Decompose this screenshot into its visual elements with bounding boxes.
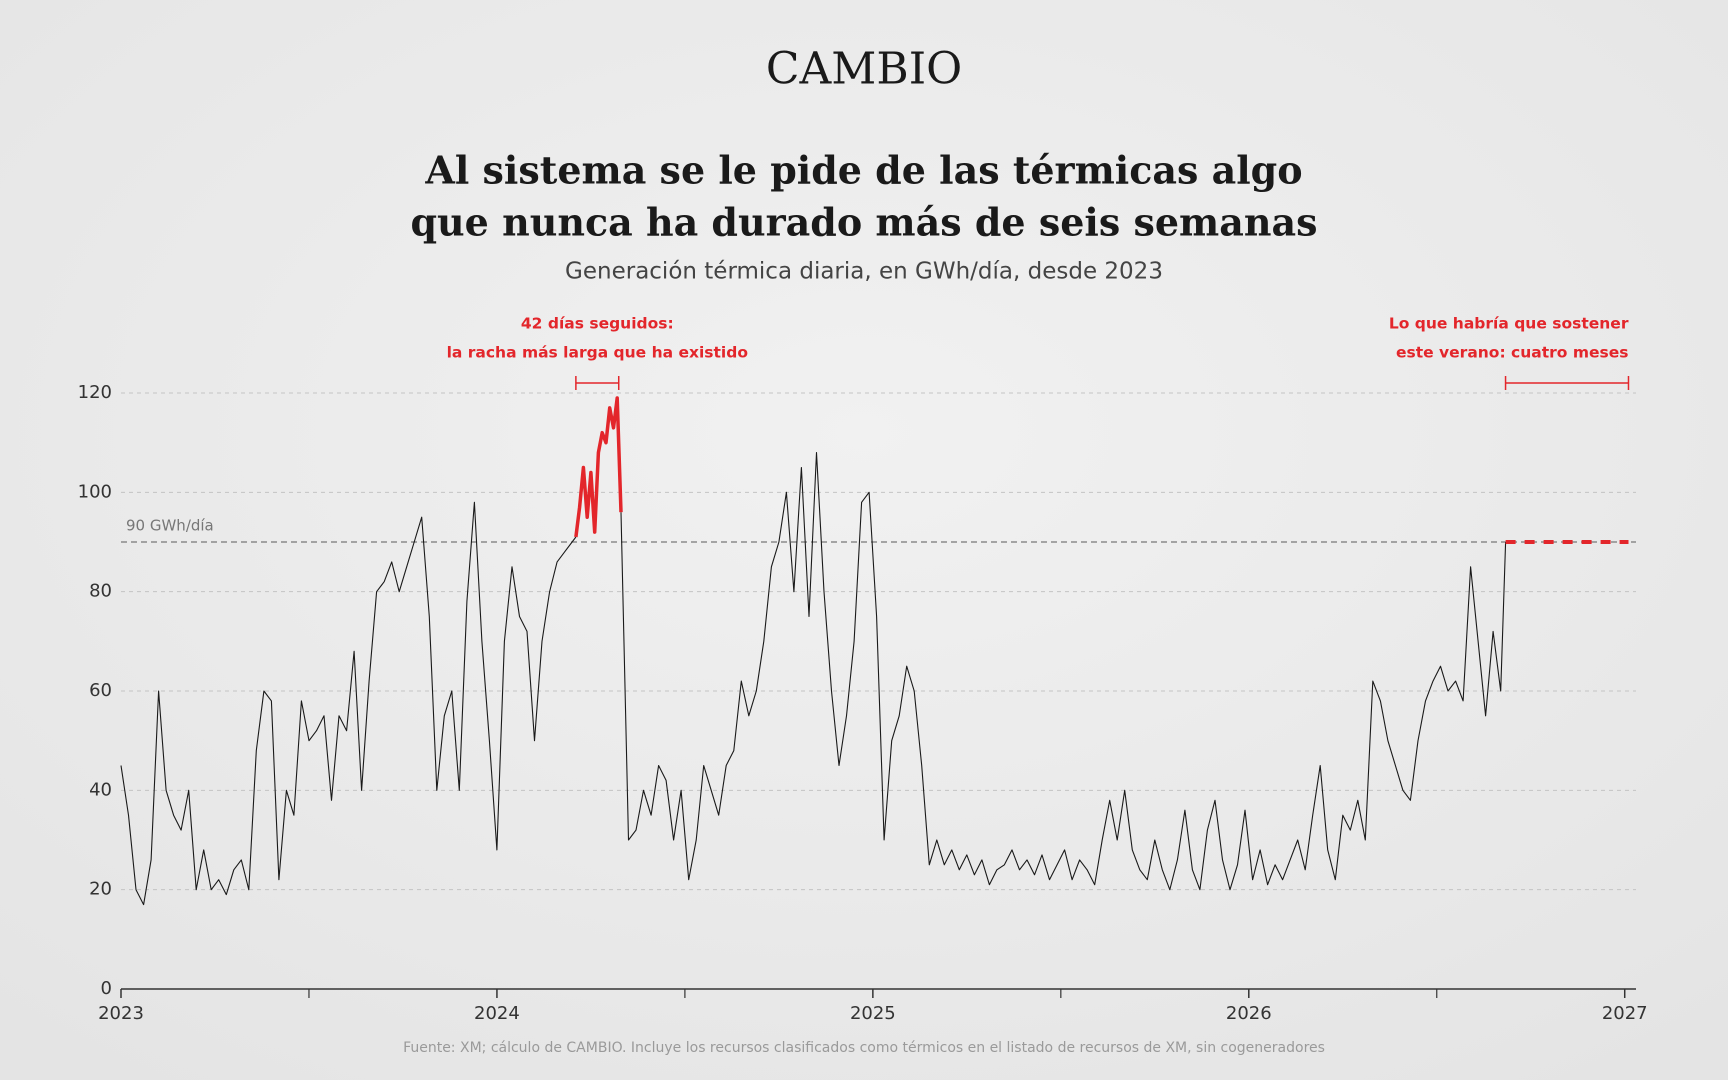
x-tick-label: 2025 [850, 1003, 896, 1024]
y-tick-label: 120 [78, 382, 112, 403]
chart-title: Al sistema se le pide de las térmicas al… [424, 148, 1302, 193]
series-line [574, 396, 623, 538]
annotation-text: la racha más larga que ha existido [447, 344, 748, 362]
y-tick-label: 20 [89, 879, 112, 900]
series-line [120, 452, 1507, 906]
brand: CAMBIO [766, 44, 962, 95]
y-tick-label: 80 [89, 581, 112, 602]
x-tick-label: 2026 [1226, 1003, 1272, 1024]
annotation-text: 42 días seguidos: [521, 315, 674, 333]
y-tick-label: 40 [89, 779, 112, 800]
y-tick-label: 100 [78, 481, 112, 502]
source-note: Fuente: XM; cálculo de CAMBIO. Incluye l… [403, 1040, 1325, 1056]
y-tick-label: 60 [89, 680, 112, 701]
x-tick-label: 2027 [1602, 1003, 1648, 1024]
reference-label: 90 GWh/día [126, 517, 214, 535]
chart-subtitle: Generación térmica diaria, en GWh/día, d… [565, 259, 1163, 285]
annotation-text: este verano: cuatro meses [1396, 344, 1628, 362]
x-tick-label: 2024 [474, 1003, 520, 1024]
y-tick-label: 0 [101, 978, 112, 999]
annotation-text: Lo que habría que sostener [1389, 315, 1629, 333]
x-tick-label: 2023 [98, 1003, 144, 1024]
chart-title: que nunca ha durado más de seis semanas [410, 200, 1317, 245]
